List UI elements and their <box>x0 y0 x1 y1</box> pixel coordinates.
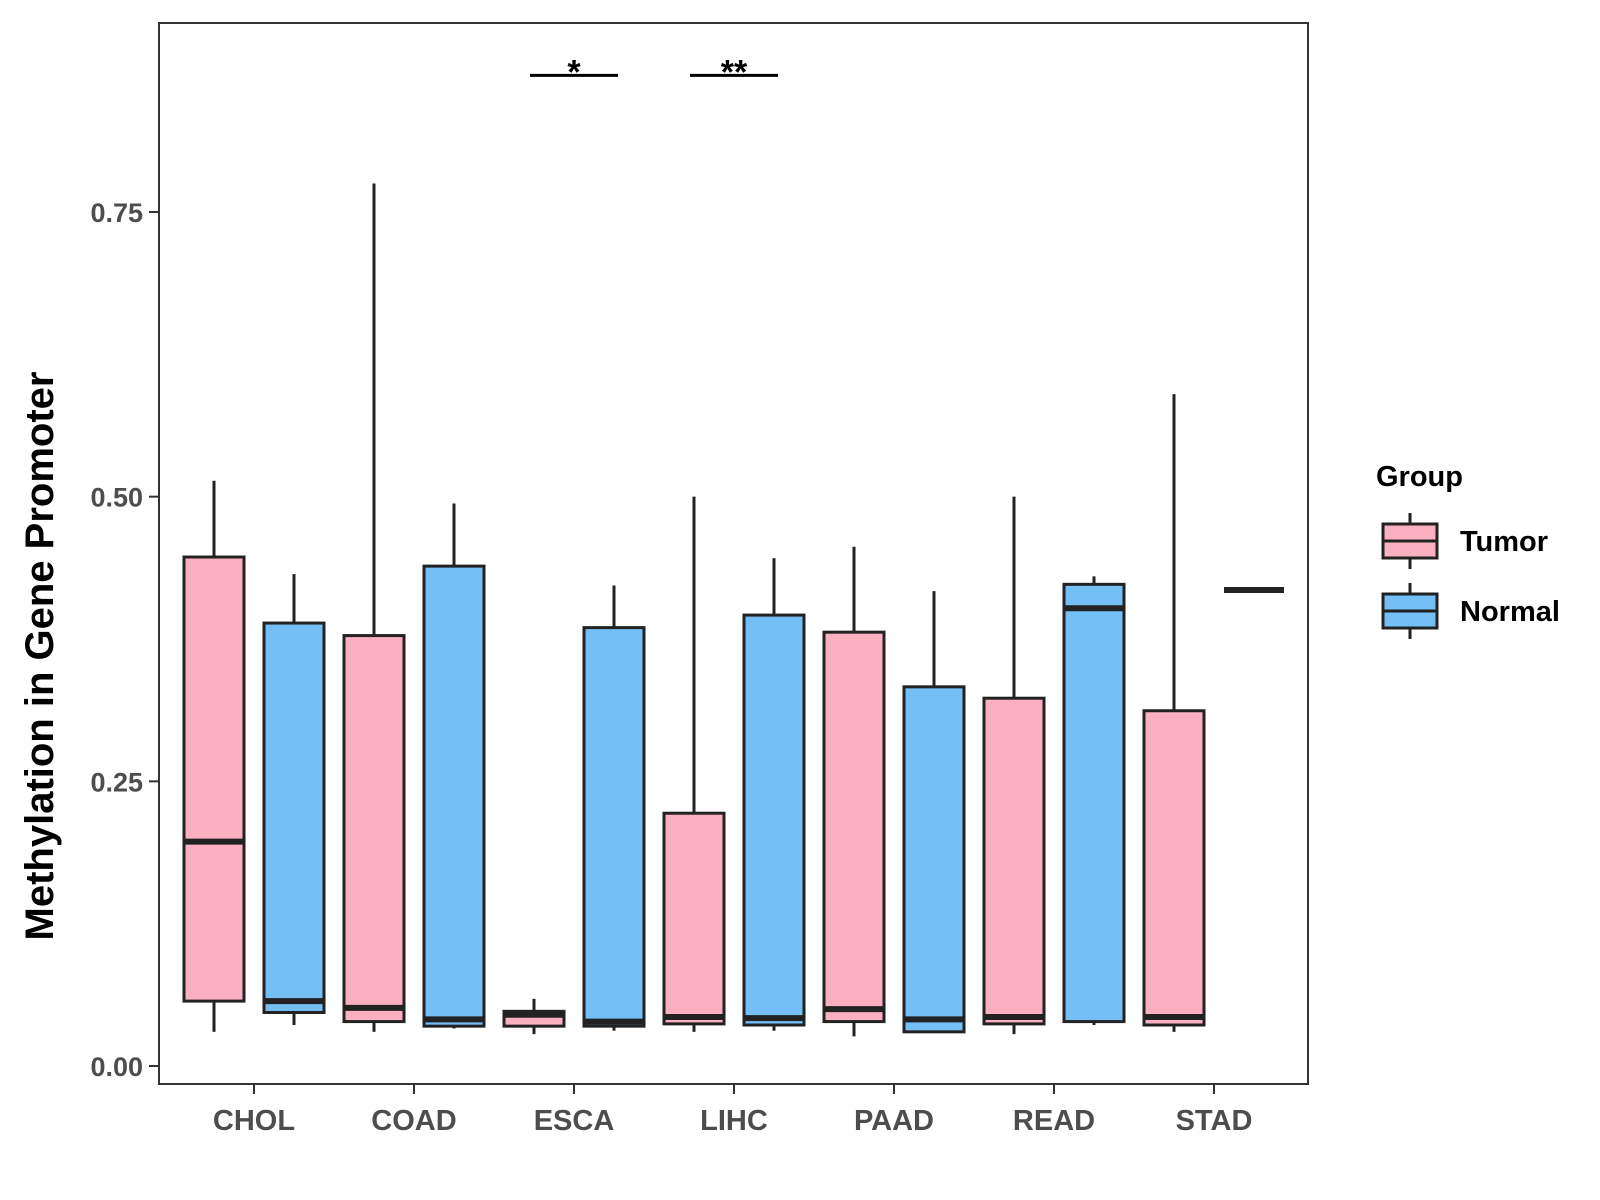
significance-label: ** <box>721 53 748 91</box>
significance-annotations: * ** <box>530 53 778 91</box>
box-tumor-read <box>982 496 1046 1035</box>
boxes <box>182 183 1284 1037</box>
legend-label-normal: Normal <box>1460 596 1560 628</box>
x-tick-label: PAAD <box>854 1105 934 1137</box>
box-body <box>902 685 966 1034</box>
box-tumor-paad <box>822 546 886 1037</box>
x-tick-label: ESCA <box>534 1105 615 1137</box>
box-tumor-stad <box>1142 394 1206 1032</box>
y-tick-label: 0.00 <box>90 1052 143 1082</box>
x-tick-label: CHOL <box>213 1105 295 1137</box>
box-normal-lihc <box>742 558 806 1031</box>
box-body <box>182 555 246 1003</box>
legend-title: Group <box>1376 461 1463 493</box>
box-body <box>582 626 646 1028</box>
box-tumor-lihc <box>662 496 726 1032</box>
legend-key-normal <box>1381 583 1439 639</box>
box-normal-coad <box>422 503 486 1029</box>
x-tick-label: READ <box>1013 1105 1095 1137</box>
box-body <box>662 811 726 1026</box>
x-tick-label: COAD <box>371 1105 456 1137</box>
box-normal-read <box>1062 576 1126 1026</box>
y-tick-label: 0.25 <box>90 767 143 797</box>
y-tick-label: 0.75 <box>90 198 143 228</box>
box-body <box>982 696 1046 1026</box>
box-normal-esca <box>582 585 646 1031</box>
box-tumor-chol <box>182 480 246 1032</box>
box-body <box>1062 582 1126 1024</box>
box-normal-chol <box>262 574 326 1026</box>
box-body <box>1142 709 1206 1027</box>
axes: 0.00 0.25 0.50 0.75 CHOL COAD ESCA LIHC PAAD READ… <box>90 198 1252 1137</box>
legend-key-tumor <box>1381 513 1439 569</box>
legend-label-tumor: Tumor <box>1460 526 1548 558</box>
box-body <box>822 630 886 1024</box>
x-tick-label: LIHC <box>700 1105 768 1137</box>
x-tick-label: STAD <box>1176 1105 1253 1137</box>
significance-label: * <box>567 53 581 91</box>
box-body <box>422 564 486 1028</box>
y-axis-title: Methylation in Gene Promoter <box>18 372 62 941</box>
box-tumor-esca <box>502 998 566 1035</box>
box-body <box>262 621 326 1014</box>
y-tick-label: 0.50 <box>90 483 143 513</box>
box-normal-paad <box>902 591 966 1034</box>
plot-panel <box>158 22 1309 1085</box>
box-tumor-coad <box>342 183 406 1032</box>
box-body <box>342 634 406 1024</box>
legend: Group Tumor Normal <box>1376 461 1560 639</box>
box-body <box>742 613 806 1027</box>
